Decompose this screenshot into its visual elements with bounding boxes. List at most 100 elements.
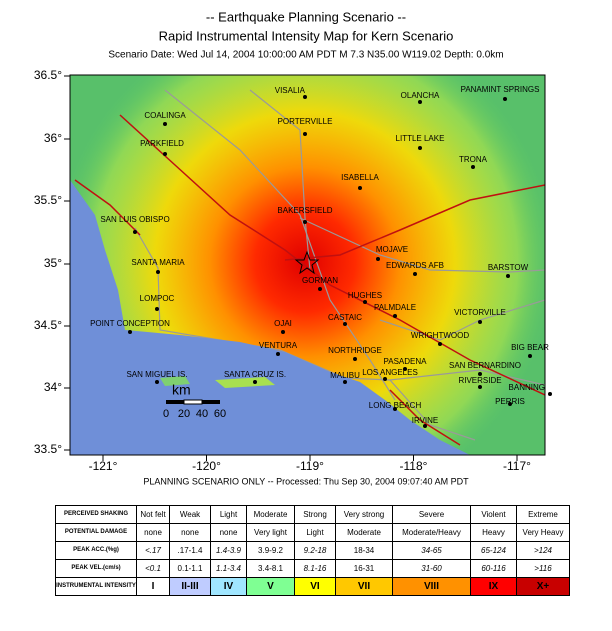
lon-tick-label: -119°: [296, 459, 324, 473]
city-label: OLANCHA: [401, 91, 440, 100]
legend-cell: Very Heavy: [516, 523, 570, 542]
city-label: LOMPOC: [140, 294, 175, 303]
city-label: EDWARDS AFB: [386, 261, 444, 270]
legend-cell: Very light: [246, 523, 295, 542]
city-dot: [155, 307, 159, 311]
legend-row-label: POTENTIAL DAMAGE: [55, 523, 137, 542]
legend-row: PEAK ACC.(%g) <.17.17-1.4 1.4-3.9 3.9-9.2 9.…: [55, 541, 570, 560]
legend-cell: Severe: [392, 505, 471, 524]
city-dot: [418, 146, 422, 150]
legend-row: PERCEIVED SHAKING Not felt Weak Light Modera…: [55, 505, 570, 524]
city-label: HUGHES: [348, 291, 382, 300]
legend-cell: none: [136, 523, 170, 542]
city-label: VISALIA: [275, 86, 306, 95]
legend-cell: X+: [516, 577, 570, 596]
city-dot: [156, 270, 160, 274]
city-dot: [253, 380, 257, 384]
scale-unit: km: [172, 382, 191, 398]
lat-tick-label: 35°: [44, 256, 62, 270]
lat-tick-label: 33.5°: [34, 442, 62, 456]
intensity-legend: PERCEIVED SHAKING Not felt Weak Light Modera…: [55, 505, 570, 596]
city-label: SAN LUIS OBISPO: [100, 215, 169, 224]
city-dot: [393, 314, 397, 318]
lon-tick-label: -120°: [192, 459, 221, 473]
city-label: PALMDALE: [374, 303, 416, 312]
legend-cell: 16-31: [335, 559, 393, 578]
ocean: [70, 180, 470, 455]
legend-cell: Light: [210, 505, 247, 524]
legend-cell: V: [246, 577, 295, 596]
legend-row-label: PEAK VEL.(cm/s): [55, 559, 137, 578]
city-label: BARSTOW: [488, 263, 529, 272]
legend-cell: 1.4-3.9: [210, 541, 247, 560]
scale-tick-label: 40: [196, 408, 208, 420]
scale-bar: [166, 399, 220, 405]
city-label: IRVINE: [412, 416, 439, 425]
city-label: SANTA CRUZ IS.: [224, 370, 286, 379]
city-dot: [358, 186, 362, 190]
city-dot: [353, 357, 357, 361]
legend-cell: <.17: [136, 541, 170, 560]
city-label: WRIGHTWOOD: [411, 331, 469, 340]
legend-cell: 3.4-8.1: [246, 559, 295, 578]
map-frame: [69, 74, 546, 456]
legend-cell: .17-1.4: [169, 541, 211, 560]
legend-cell: 34-65: [392, 541, 471, 560]
city-dot: [163, 122, 167, 126]
city-label: PASADENA: [384, 357, 428, 366]
legend-cell: II-III: [169, 577, 211, 596]
city-label: POINT CONCEPTION: [90, 319, 170, 328]
city-label: VICTORVILLE: [454, 308, 506, 317]
city-dot: [318, 287, 322, 291]
legend-cell: >116: [516, 559, 570, 578]
legend-cell: none: [169, 523, 211, 542]
city-dot: [438, 342, 442, 346]
city-dot: [413, 272, 417, 276]
scale-tick-label: 60: [214, 408, 226, 420]
city-dot: [471, 165, 475, 169]
lat-tick-label: 34°: [44, 380, 62, 394]
city-label: SAN BERNARDINO: [449, 361, 521, 370]
legend-cell: IV: [210, 577, 247, 596]
legend-cell: Moderate/Heavy: [392, 523, 471, 542]
lon-tick-label: -117°: [503, 459, 531, 473]
city-label: MOJAVE: [376, 245, 408, 254]
city-dot: [303, 95, 307, 99]
legend-row-label: PERCEIVED SHAKING: [55, 505, 137, 524]
island: [160, 376, 190, 386]
legend-cell: IX: [470, 577, 517, 596]
scale-segment: [166, 400, 184, 404]
city-label: PANAMINT SPRINGS: [461, 85, 540, 94]
legend-row: INSTRUMENTAL INTENSITY I II-III IV V VI VII VII…: [55, 577, 570, 596]
city-label: LITTLE LAKE: [396, 134, 445, 143]
legend-row-label: INSTRUMENTAL INTENSITY: [55, 577, 137, 596]
legend-cell: Extreme: [516, 505, 570, 524]
city-label: SANTA MARIA: [131, 258, 185, 267]
lat-tick-label: 35.5°: [34, 193, 62, 207]
city-label: LONG BEACH: [369, 401, 422, 410]
legend-cell: 65-124: [470, 541, 517, 560]
legend-cell: Moderate: [246, 505, 295, 524]
title: -- Earthquake Planning Scenario --: [206, 9, 406, 24]
island: [215, 377, 275, 388]
city-dot: [548, 392, 552, 396]
legend-cell: >124: [516, 541, 570, 560]
legend-cell: <0.1: [136, 559, 170, 578]
city-label: SAN MIGUEL IS.: [126, 370, 187, 379]
legend-cell: Very strong: [335, 505, 393, 524]
scale-segment: [202, 400, 220, 404]
city-dot: [393, 407, 397, 411]
scale-tick-label: 20: [178, 408, 190, 420]
city-dot: [128, 330, 132, 334]
city-dot: [528, 354, 532, 358]
legend-cell: 8.1-16: [294, 559, 336, 578]
city-dot: [303, 220, 307, 224]
city-dot: [133, 230, 137, 234]
legend-cell: 18-34: [335, 541, 393, 560]
scale-tick-label: 0: [163, 408, 169, 420]
legend-cell: 9.2-18: [294, 541, 336, 560]
city-label: PARKFIELD: [140, 139, 184, 148]
legend-row-label: PEAK ACC.(%g): [55, 541, 137, 560]
city-dot: [508, 402, 512, 406]
city-label: BIG BEAR: [511, 343, 549, 352]
